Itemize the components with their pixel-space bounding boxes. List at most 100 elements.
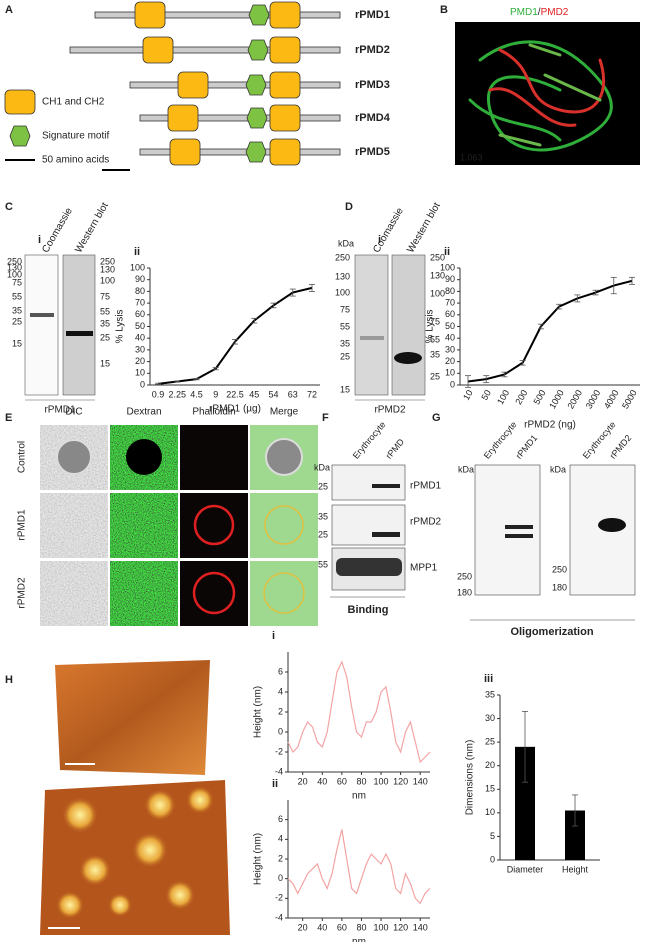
x-axis-label: nm [352,937,366,942]
ladder-mark: 250 [552,564,567,574]
error-bar [465,375,471,388]
blot-name: rPMD2 [410,517,442,528]
data-line [157,286,313,385]
y-tick-label: 20 [445,356,455,366]
structure-image [455,22,640,165]
y-axis-label: Height (nm) [253,686,264,738]
x-tick-label: 2000 [565,388,584,410]
ladder-mark: 75 [12,277,22,287]
x-tick-label: Height [562,864,589,874]
error-bar [592,289,599,296]
y-tick-label: 0 [450,379,455,389]
ladder-mark: 35 [100,318,110,328]
y-tick-label: -4 [275,766,283,776]
y-tick-label: 6 [278,666,283,676]
ladder-mark: 25 [12,316,22,326]
y-tick-label: 30 [135,344,145,354]
construct-name: rPMD1 [355,9,390,21]
blot-name: MPP1 [410,563,438,574]
x-tick-label: 54 [268,389,278,399]
lane-label: Western blot [405,201,443,255]
lane-label: Erythrocyte [351,420,388,461]
ladder-mark: 25 [318,529,328,539]
microscopy-grid [40,425,318,626]
ladder-mark: 35 [340,338,350,348]
bar [515,746,535,860]
panel-letter: C [5,201,13,213]
y-tick-label: 20 [485,760,495,770]
y-tick-label: 10 [485,807,495,817]
y-tick-label: 60 [445,309,455,319]
title-part: / [538,7,541,18]
y-axis-label: Height (nm) [253,833,264,885]
x-tick-label: 40 [317,776,327,786]
y-tick-label: 15 [485,784,495,794]
y-tick-label: 4 [278,834,283,844]
ladder-mark: 15 [12,338,22,348]
x-tick-label: 9 [213,389,218,399]
lane-label: rPMD2 [608,433,634,461]
afm-images [40,660,230,935]
error-bar [629,276,635,285]
x-tick-label: 120 [393,922,408,932]
gel-images [24,254,426,401]
x-axis-label: rPMD1 (µg) [209,404,261,415]
error-bar [309,283,315,292]
panel-letter: H [5,674,13,686]
y-tick-label: 2 [278,853,283,863]
unit: kDa [338,238,354,248]
y-tick-label: 90 [135,274,145,284]
y-tick-label: 100 [440,262,455,272]
ladder-mark: 55 [430,334,440,344]
caption: Binding [348,604,389,616]
y-axis-label: Dimensions (nm) [465,740,476,816]
ladder-mark: 250 [100,256,115,266]
ladder-mark: 250 [7,256,22,266]
ladder-mark: 130 [7,262,22,272]
caption: Oligomerization [510,626,593,638]
sub-label: i [38,234,41,246]
error-bar [193,378,200,381]
y-tick-label: 6 [278,814,283,824]
x-tick-label: 0.9 [152,389,165,399]
y-axis-label: % Lysis [425,309,436,343]
error-bar [522,711,528,783]
error-bar [174,380,181,383]
error-bar [556,303,563,310]
blot-name: rPMD1 [410,481,442,492]
column-header: Dextran [126,407,161,418]
error-bar [501,371,508,378]
x-tick-label: 80 [356,776,366,786]
ladder-mark: 35 [12,305,22,315]
unit: kDa [314,462,330,472]
y-tick-label: 10 [445,368,455,378]
panel-letter: B [440,4,448,16]
x-tick-label: 140 [413,776,428,786]
caption: rPMD1 [44,405,76,416]
error-bar [610,276,617,295]
y-tick-label: 0 [490,854,495,864]
ladder-mark: 25 [430,371,440,381]
y-tick-label: 35 [485,689,495,699]
ladder-mark: 15 [100,358,110,368]
construct-name: rPMD3 [355,79,390,91]
lane-label: rPMD [384,436,407,460]
column-header: Phalloidin [192,407,235,418]
y-tick-label: 25 [485,737,495,747]
panel-letter: A [5,4,13,16]
y-tick-label: 0 [278,726,283,736]
x-tick-label: 100 [374,922,389,932]
y-tick-label: 50 [135,321,145,331]
y-tick-label: 30 [485,713,495,723]
ladder-mark: 250 [457,571,472,581]
lane-label: Coomassie [371,206,406,255]
y-tick-label: -4 [275,912,283,922]
y-axis-label: % Lysis [115,309,126,343]
construct-name: rPMD2 [355,44,390,56]
x-tick-label: 200 [513,388,529,406]
column-header: DIC [65,407,82,418]
ladder-mark: 25 [100,332,110,342]
ladder-mark: 55 [100,306,110,316]
error-bar [289,288,296,297]
